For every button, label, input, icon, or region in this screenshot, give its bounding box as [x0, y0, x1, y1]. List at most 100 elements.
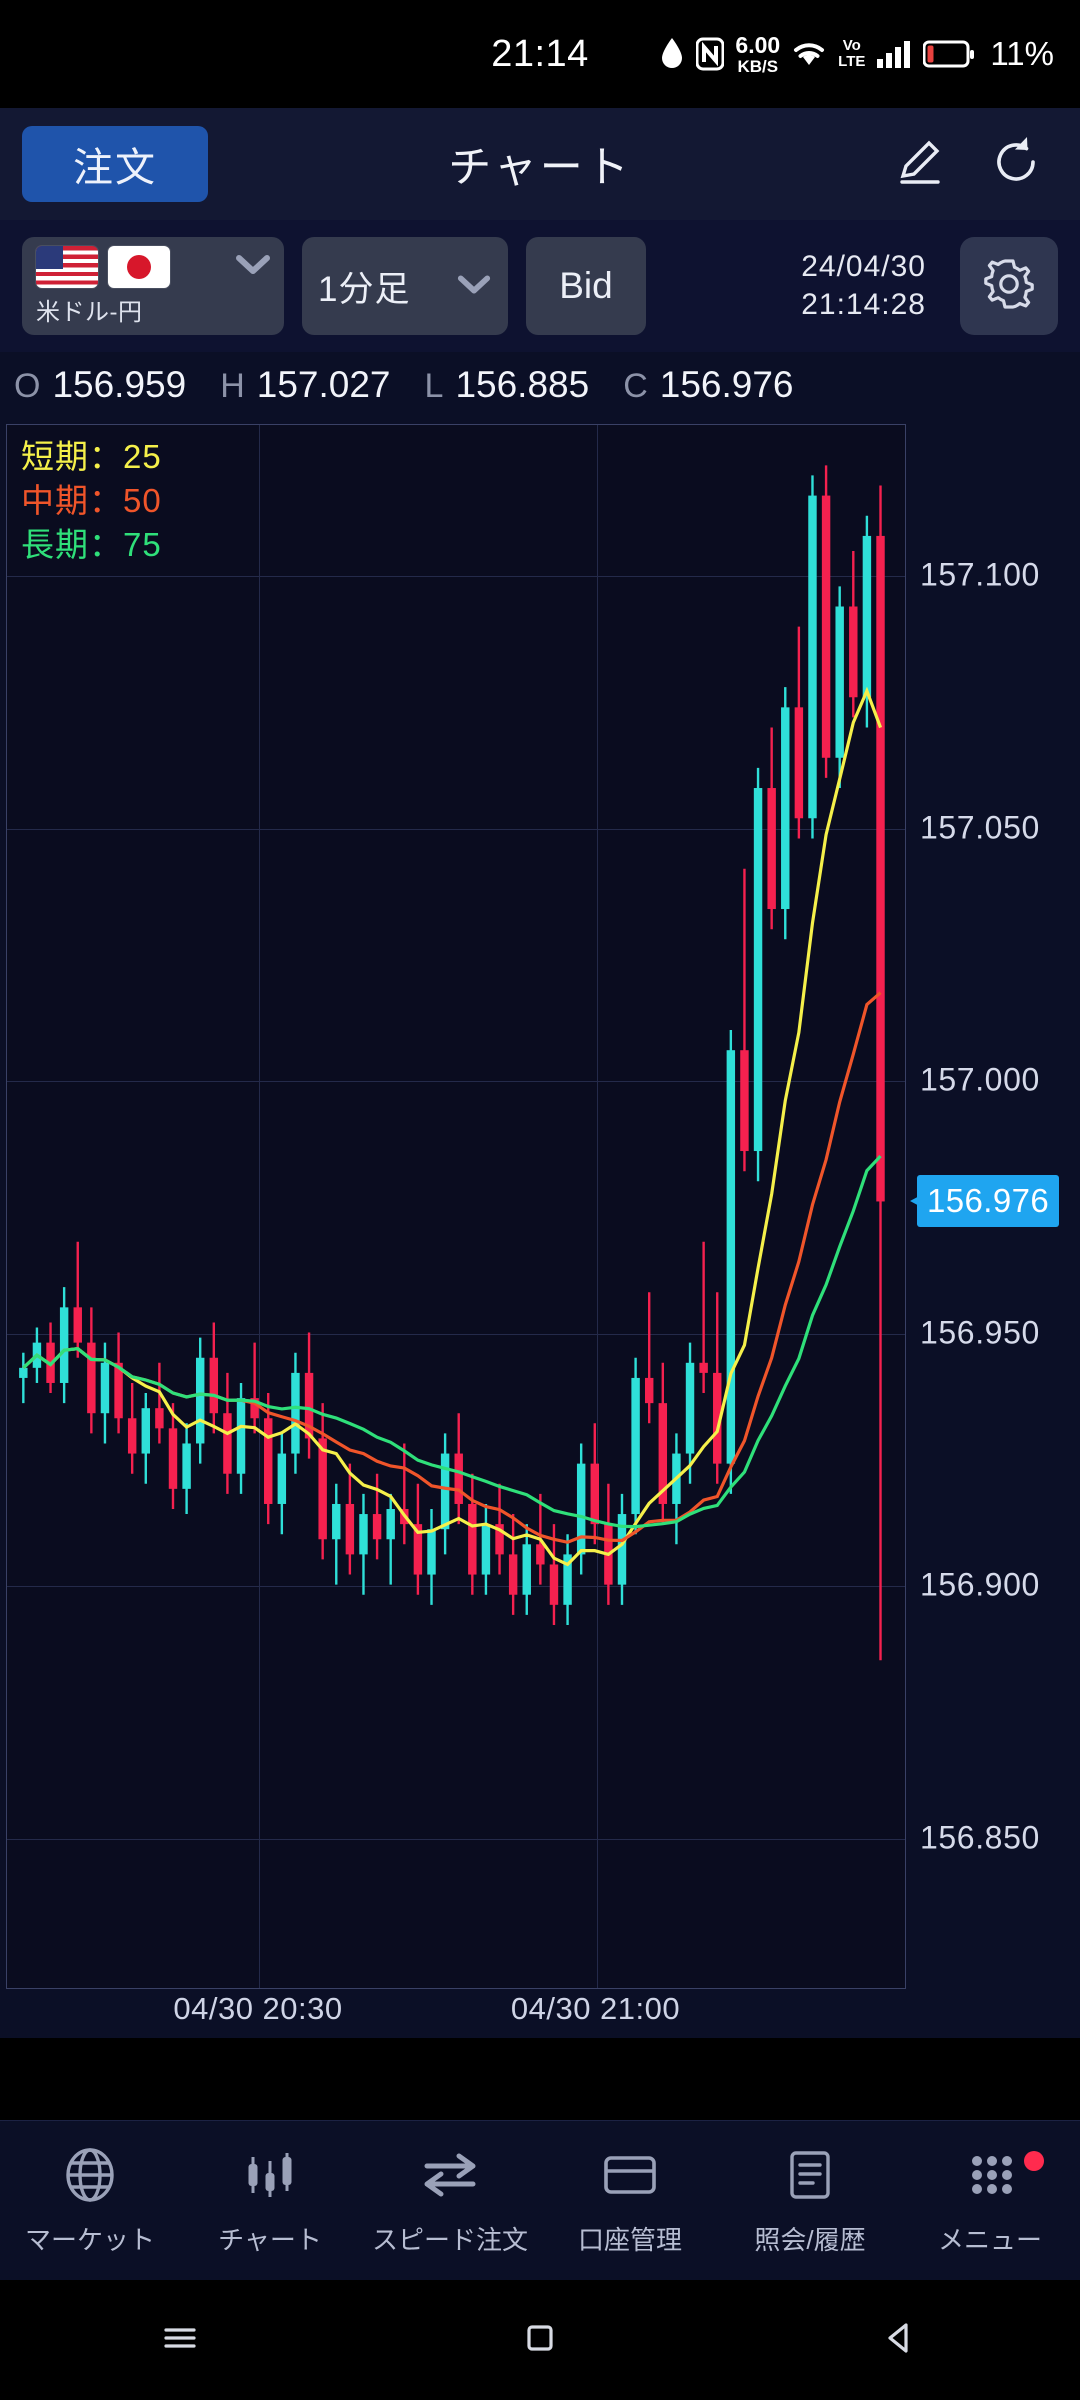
volte-bottom: LTE	[838, 53, 866, 70]
price-axis-label: 157.000	[920, 1061, 1040, 1098]
moving-average-line	[22, 686, 883, 1567]
ohlc-key: L	[424, 367, 444, 405]
ma-legend-mid: 中期：50	[21, 482, 162, 520]
gridline-horizontal	[7, 1586, 905, 1588]
price-axis-label: 156.900	[920, 1566, 1040, 1603]
current-price-tag: 156.976	[917, 1175, 1060, 1228]
nav-label: 照会/履歴	[754, 2224, 866, 2255]
currency-pair-label: 米ドル-円	[36, 298, 143, 326]
gridline-horizontal	[7, 576, 905, 578]
gear-icon	[980, 255, 1038, 318]
price-axis-label: 156.850	[920, 1819, 1040, 1856]
us-flag-icon	[36, 245, 98, 288]
water-drop-icon	[659, 37, 685, 71]
currency-pair-selector[interactable]: 米ドル-円	[22, 237, 284, 335]
settings-button[interactable]	[960, 237, 1058, 335]
moving-average-line	[22, 1154, 882, 1529]
ohlc-value: 156.976	[659, 364, 794, 405]
chart-area[interactable]: 短期：25 中期：50 長期：75 157.100 157.050 157.000 1…	[0, 418, 1080, 2038]
timeframe-selector[interactable]: 1分足	[302, 237, 508, 335]
jp-flag-icon	[108, 245, 170, 288]
ohlc-value: 156.959	[52, 364, 187, 405]
nav-item-market[interactable]: マーケット	[0, 2121, 180, 2280]
price-axis: 157.100 157.050 157.000 156.950 156.900 156.8…	[912, 424, 1080, 1989]
network-speed-value: 6.00	[735, 31, 781, 58]
wifi-icon	[791, 39, 827, 69]
menu-icon[interactable]	[158, 2316, 202, 2365]
order-button[interactable]: 注文	[22, 126, 208, 202]
android-navigation-bar	[0, 2280, 1080, 2400]
chevron-down-icon	[456, 272, 492, 301]
ohlc-item-l: L 156.885	[425, 364, 590, 406]
nav-label: 口座管理	[577, 2224, 682, 2255]
grid-dots-icon	[960, 2145, 1020, 2210]
status-bar: 21:14 6.00 KB/S Vo LTE	[0, 0, 1080, 108]
swap-arrows-icon	[419, 2145, 481, 2210]
nav-item-account[interactable]: 口座管理	[540, 2121, 720, 2280]
network-speed-indicator: 6.00 KB/S	[735, 31, 781, 76]
gridline-horizontal	[7, 1081, 905, 1083]
timeframe-label: 1分足	[318, 269, 411, 309]
ohlc-value: 157.027	[256, 364, 391, 405]
volte-top: Vo	[842, 37, 861, 55]
home-icon[interactable]	[518, 2316, 562, 2365]
time-axis: 04/30 20:30 04/30 21:00	[6, 1991, 906, 2039]
volte-icon: Vo LTE	[838, 38, 865, 70]
nav-label: チャート	[218, 2224, 322, 2255]
battery-icon	[923, 40, 975, 68]
bottom-navigation: マーケット チャート スピード注文	[0, 2120, 1080, 2280]
status-time: 21:14	[491, 32, 589, 75]
document-icon	[780, 2145, 840, 2210]
pencil-icon[interactable]	[894, 136, 946, 193]
nav-item-menu[interactable]: メニュー	[900, 2121, 1080, 2280]
chart-datetime: 24/04/30 21:14:28	[801, 248, 942, 325]
price-axis-label: 157.100	[920, 556, 1040, 593]
price-axis-label: 157.050	[920, 809, 1040, 846]
gridline-horizontal	[7, 1333, 905, 1335]
app-header: 注文 チャート	[0, 108, 1080, 220]
ohlc-row: O 156.959 H 157.027 L 156.885 C 156.976	[0, 352, 1080, 418]
chart-plot[interactable]: 短期：25 中期：50 長期：75	[6, 424, 906, 1989]
menu-notification-badge	[1024, 2151, 1044, 2171]
ma-legend-short: 短期：25	[21, 438, 162, 475]
nav-item-history[interactable]: 照会/履歴	[720, 2121, 900, 2280]
ohlc-item-h: H 157.027	[220, 364, 390, 406]
candlestick-series	[19, 465, 885, 1661]
chart-date: 24/04/30	[801, 249, 926, 283]
nav-label: メニュー	[937, 2224, 1042, 2255]
time-axis-label: 04/30 21:00	[510, 1991, 681, 2026]
moving-average-legend: 短期：25 中期：50 長期：75	[21, 435, 162, 568]
nav-label: スピード注文	[371, 2224, 528, 2255]
ohlc-value: 156.885	[455, 364, 590, 405]
chart-toolbar: 米ドル-円 1分足 Bid 24/04/30 21:14:28	[0, 220, 1080, 352]
ohlc-key: C	[623, 367, 648, 405]
globe-icon	[60, 2145, 120, 2210]
price-type-toggle[interactable]: Bid	[526, 237, 646, 335]
moving-average-line	[22, 991, 882, 1544]
network-speed-unit: KB/S	[737, 56, 779, 76]
ohlc-item-c: C 156.976	[623, 364, 793, 406]
back-icon[interactable]	[878, 2316, 922, 2365]
status-icons: 6.00 KB/S Vo LTE	[659, 31, 1054, 76]
candlestick-icon	[240, 2145, 300, 2210]
ohlc-item-o: O 156.959	[14, 364, 186, 406]
gridline-vertical	[596, 425, 598, 1988]
price-axis-label: 156.950	[920, 1314, 1040, 1351]
gridline-horizontal	[7, 1838, 905, 1840]
chevron-down-icon	[234, 252, 272, 281]
ohlc-key: H	[220, 367, 245, 405]
ma-legend-long: 長期：75	[21, 526, 162, 564]
refresh-icon[interactable]	[988, 134, 1044, 195]
nav-label: マーケット	[24, 2224, 155, 2255]
gridline-vertical	[259, 425, 260, 1988]
chart-time: 21:14:28	[801, 288, 926, 321]
nfc-icon	[696, 37, 725, 71]
ohlc-key: O	[14, 367, 41, 405]
battery-percent: 11%	[990, 35, 1054, 72]
nav-item-chart[interactable]: チャート	[180, 2121, 360, 2280]
signal-bars-icon	[876, 39, 912, 69]
time-axis-label: 04/30 20:30	[173, 1991, 343, 2026]
gridline-horizontal	[7, 828, 905, 830]
nav-item-speed-order[interactable]: スピード注文	[360, 2121, 540, 2280]
card-icon	[600, 2145, 660, 2210]
